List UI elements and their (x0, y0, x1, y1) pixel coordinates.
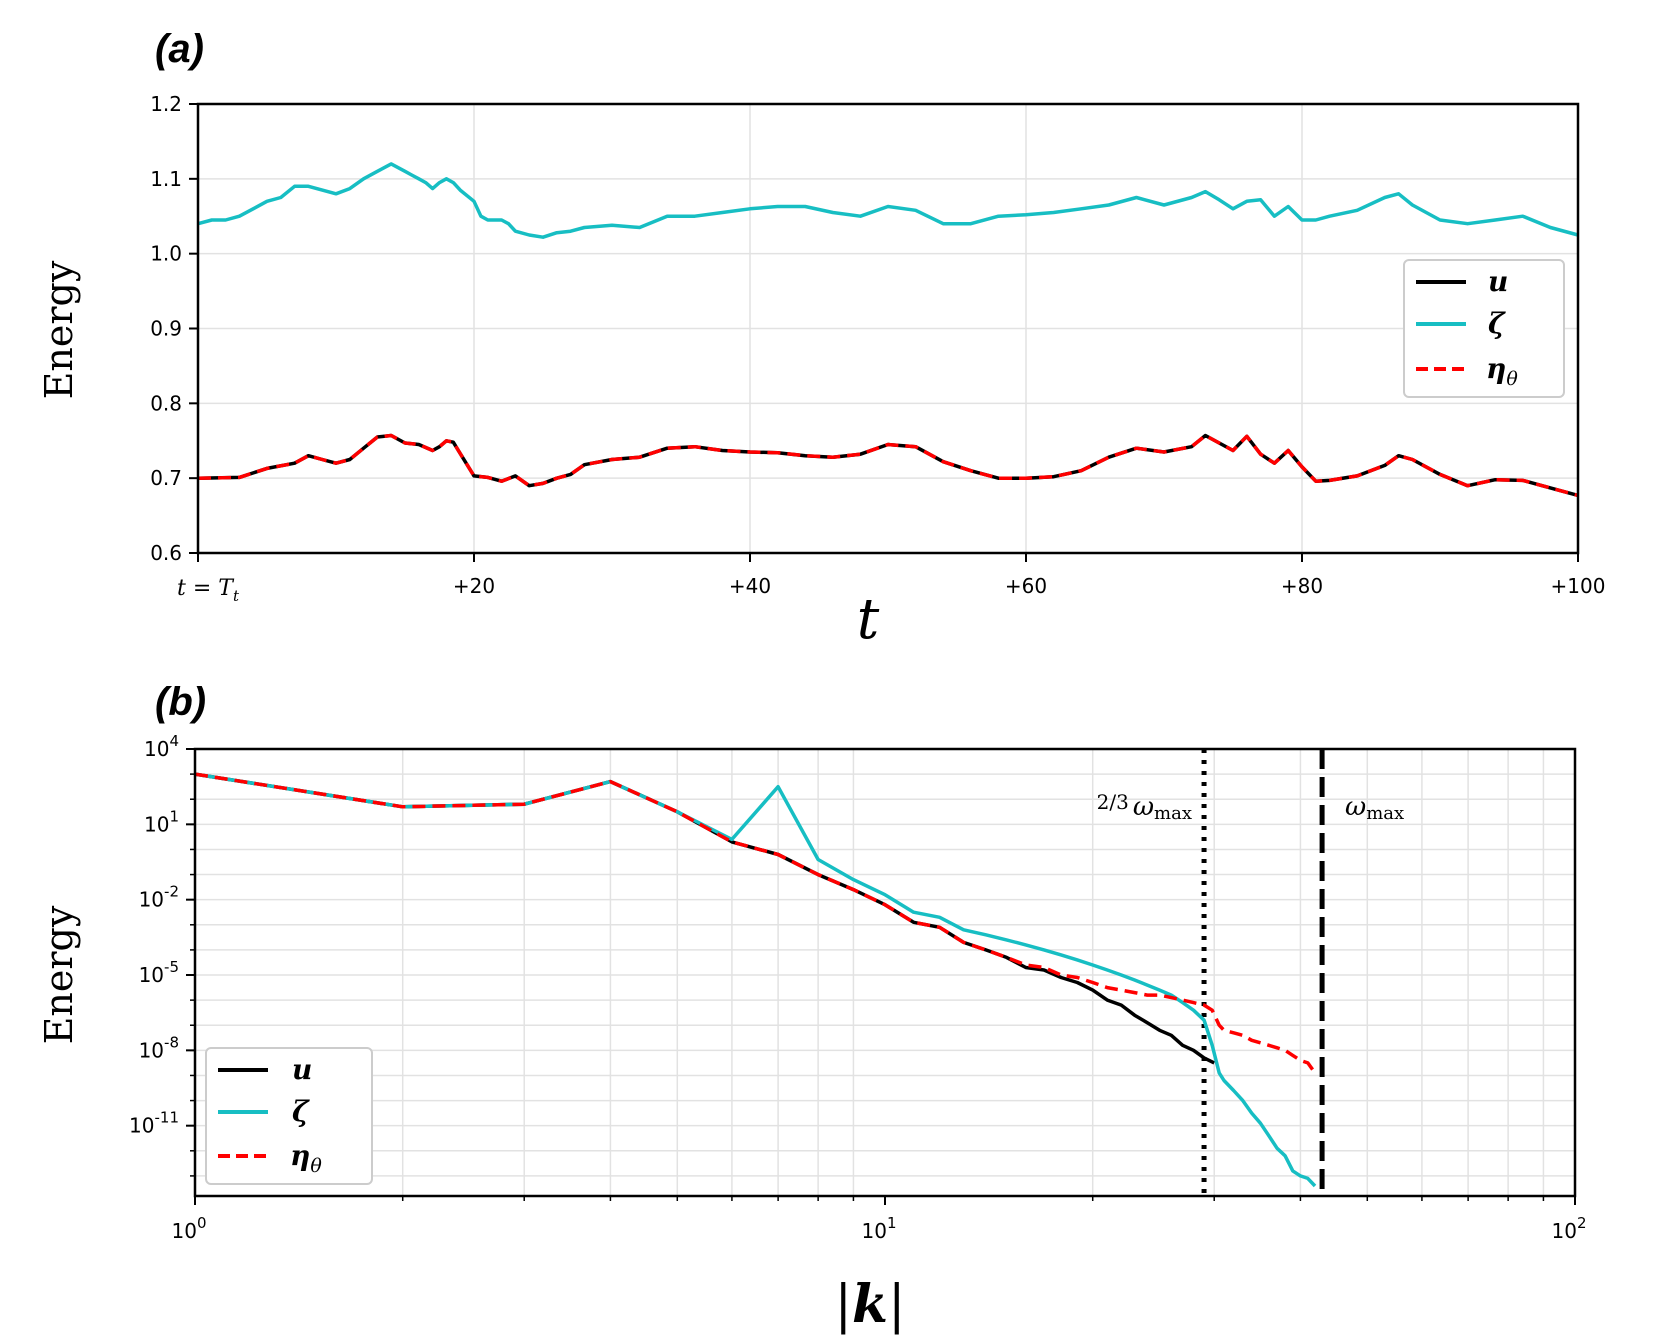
panel-b-plot: 100 101 102 104 101 10-2 10-5 10-8 10-11 (129, 732, 1586, 1243)
panel-a-series-eta (197, 433, 1579, 498)
panel-b-ytick-label: 104 (144, 732, 179, 761)
panel-a-ytick-label: 1.2 (150, 92, 182, 116)
panel-b-xtick-label: 102 (1552, 1214, 1587, 1243)
panel-b-grid (195, 749, 1575, 1196)
panel-a-ytick-label: 0.9 (150, 317, 182, 341)
panel-a-ytick-label: 1.0 (150, 242, 182, 266)
panel-b-series-eta (194, 772, 1317, 1074)
panel-a-ytick-label: 0.8 (150, 391, 182, 415)
panel-a-xtick-label: t = Tt (177, 576, 240, 605)
panel-b-ylabel: Energy (37, 905, 81, 1044)
vline-two-thirds-label: 2/3 ωmax (1097, 790, 1192, 824)
panel-a-label: (a) (155, 27, 204, 71)
panel-a-ytick-label: 1.1 (150, 167, 182, 191)
panel-a-ytick-label: 0.6 (150, 541, 182, 565)
vline-max-label: ωmax (1345, 792, 1404, 824)
panel-a-ylabel: Energy (37, 260, 81, 399)
panel-a-legend-box (1403, 259, 1565, 398)
panel-b-xtick-label: 100 (172, 1214, 207, 1243)
panel-b-xlabel: |k| (834, 1274, 905, 1335)
panel-a-plot: t = Tt +20 +40 +60 +80 +100 0.6 0.7 0.8 0.9 1.0 1.1… (150, 92, 1605, 605)
panel-a-series (197, 162, 1579, 498)
panel-a-ytick-label: 0.7 (150, 466, 182, 490)
panel-a-xtick-label: +60 (1005, 574, 1047, 598)
panel-a-grid (198, 104, 1578, 553)
panel-a-legend: u ζ ηθ (1403, 259, 1565, 398)
panel-b-series-u (194, 772, 1215, 1065)
panel-b-legend-label-u: u (292, 1053, 312, 1086)
panel-b-ytick-label: 10-2 (139, 883, 179, 912)
panel-a-xtick-label: +80 (1281, 574, 1323, 598)
panel-a-xlabel: t (857, 587, 880, 652)
panel-b-ytick-label: 10-11 (129, 1109, 179, 1138)
panel-b-legend-label-eta: ηθ (290, 1139, 322, 1177)
panel-a-series-zeta (197, 162, 1579, 239)
panel-b-series (194, 772, 1317, 1188)
legend-eta-symbol: η (1486, 352, 1506, 385)
panel-b-xlabel-k: k (852, 1274, 888, 1335)
panel-b-legend: u ζ ηθ (205, 1047, 373, 1185)
legend-b-eta-symbol: η (290, 1139, 310, 1172)
panel-a-xtick-label: +100 (1551, 574, 1606, 598)
panel-b-ytick-label: 101 (144, 807, 179, 836)
panel-b-legend-box (205, 1047, 373, 1185)
panel-b-vlines (1201, 749, 1325, 1196)
panel-b-legend-label-zeta: ζ (292, 1095, 310, 1128)
panel-a-legend-label-zeta: ζ (1488, 307, 1506, 340)
panel-a-xtick-label: +20 (453, 574, 495, 598)
panel-a-legend-label-u: u (1488, 265, 1508, 298)
legend-b-eta-subscript: θ (310, 1155, 322, 1177)
panel-a-ticks: t = Tt +20 +40 +60 +80 +100 0.6 0.7 0.8 0.9 1.0 1.1… (150, 92, 1605, 605)
legend-eta-subscript: θ (1506, 368, 1518, 390)
panel-a-xtick-label: +40 (729, 574, 771, 598)
panel-b-label: (b) (155, 680, 206, 724)
panel-b-ytick-label: 10-5 (139, 958, 179, 987)
panel-a-legend-label-eta: ηθ (1486, 352, 1518, 390)
panel-b-xtick-label: 101 (862, 1214, 897, 1243)
panel-b-ytick-label: 10-8 (139, 1033, 179, 1062)
panel-b-series-zeta (194, 772, 1317, 1188)
